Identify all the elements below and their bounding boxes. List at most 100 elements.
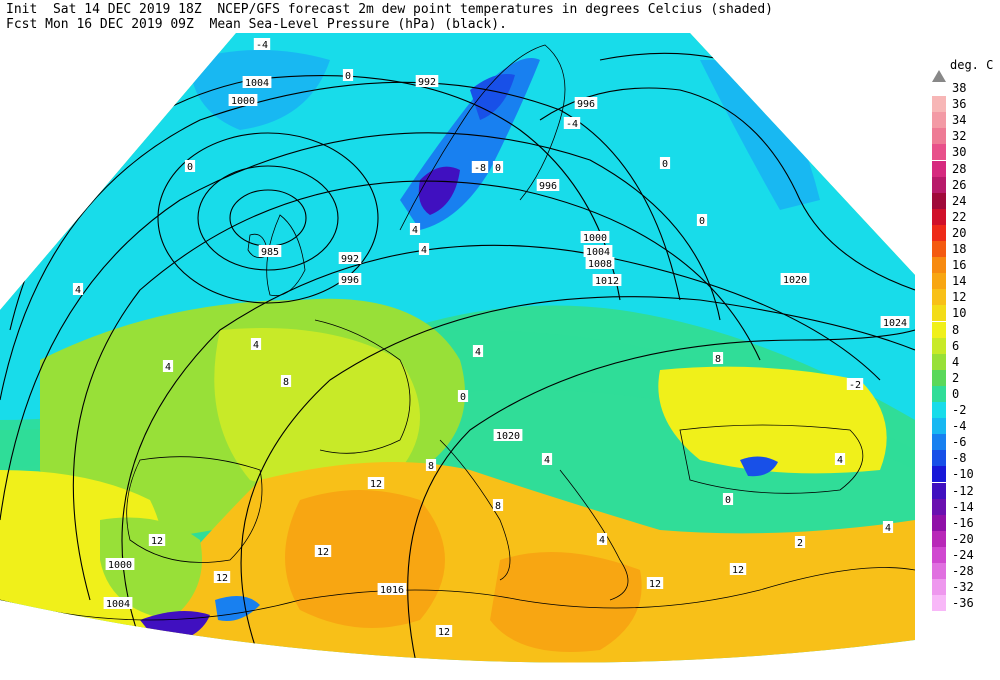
legend-entry: -2	[928, 402, 1000, 418]
legend-label: 4	[952, 354, 960, 369]
legend-swatch	[932, 176, 946, 193]
legend-swatch	[932, 224, 946, 241]
dewpoint-contour-label: -8	[471, 161, 489, 174]
legend-swatch	[932, 192, 946, 209]
legend-swatch	[932, 498, 946, 515]
legend-label: -14	[952, 499, 974, 514]
legend-swatch	[932, 385, 946, 402]
chart-subtitle: Fcst Mon 16 DEC 2019 09Z Mean Sea-Level …	[6, 17, 507, 32]
svg-text:992: 992	[418, 77, 436, 88]
dewpoint-contour-label: 12	[367, 477, 385, 490]
legend-label: 16	[952, 258, 967, 273]
dewpoint-contour-label: 2	[794, 536, 806, 549]
legend-swatch	[932, 289, 946, 306]
dewpoint-contour-label: 0	[492, 161, 504, 174]
dewpoint-contour-label: -4	[563, 117, 581, 130]
legend-entry: 36	[928, 96, 1000, 113]
dewpoint-contour-label: 0	[722, 493, 734, 506]
svg-text:8: 8	[283, 377, 289, 388]
svg-text:0: 0	[187, 162, 193, 173]
svg-text:1008: 1008	[588, 259, 612, 270]
dewpoint-contour-label: 4	[541, 453, 553, 466]
legend-label: -20	[952, 531, 974, 546]
legend-entry: 26	[928, 176, 1000, 193]
isobar-label: 1004	[103, 597, 133, 610]
svg-text:1000: 1000	[583, 233, 607, 244]
svg-text:4: 4	[885, 523, 891, 534]
dewpoint-contour-label: 4	[834, 453, 846, 466]
legend-entry: -6	[928, 434, 1000, 451]
svg-text:992: 992	[341, 254, 359, 265]
svg-text:0: 0	[725, 495, 731, 506]
legend-label: 6	[952, 338, 960, 353]
legend-label: 26	[952, 177, 967, 192]
legend-swatch	[932, 257, 946, 274]
svg-text:1004: 1004	[106, 599, 130, 610]
dewpoint-contour-label: 12	[435, 625, 453, 638]
isobar-label: 985	[258, 245, 282, 258]
svg-text:0: 0	[495, 163, 501, 174]
legend-entry: 34	[928, 112, 1000, 129]
isobar-label: 1016	[377, 583, 407, 596]
legend-swatch	[932, 546, 946, 563]
legend-entry: 0	[928, 385, 1000, 402]
contour-value-labels: -400-40-8 044044480448121212841212121248-…	[72, 38, 894, 638]
legend-entry: -16	[928, 514, 1000, 531]
svg-text:4: 4	[421, 245, 427, 256]
legend-label: 32	[952, 129, 967, 144]
legend-entry: 16	[928, 257, 1000, 274]
svg-text:8: 8	[428, 461, 434, 472]
isobar-label: 1012	[592, 274, 622, 287]
dewpoint-contour-label: 12	[646, 577, 664, 590]
legend-overflow-triangle-icon	[932, 70, 946, 82]
legend-label: 8	[952, 322, 960, 337]
svg-text:4: 4	[475, 347, 481, 358]
svg-text:1004: 1004	[586, 247, 610, 258]
legend-swatch	[932, 514, 946, 531]
legend-label: 24	[952, 193, 967, 208]
legend-swatch	[932, 434, 946, 451]
legend-entry: -12	[928, 482, 1000, 499]
dewpoint-contour-label: 0	[342, 69, 354, 82]
dewpoint-contour-label: 8	[280, 375, 292, 388]
dewpoint-contour-label: -2	[846, 378, 864, 391]
legend-swatch	[932, 418, 946, 435]
isobar-label: 1020	[780, 273, 810, 286]
dewpoint-contour-label: 4	[250, 338, 262, 351]
legend-entry: 24	[928, 192, 1000, 209]
svg-text:12: 12	[317, 547, 329, 558]
legend-entry: -14	[928, 498, 1000, 515]
svg-text:8: 8	[715, 354, 721, 365]
dewpoint-map: 1004100099299699698599299610001004100810…	[0, 33, 915, 663]
legend-label: 28	[952, 161, 967, 176]
legend-entry: 38	[928, 80, 1000, 96]
legend-label: 12	[952, 290, 967, 305]
isobar-label: 1024	[880, 316, 910, 329]
svg-text:2: 2	[797, 538, 803, 549]
legend-label: -10	[952, 467, 974, 482]
svg-text:12: 12	[438, 627, 450, 638]
legend-label: -36	[952, 596, 974, 611]
legend-swatch	[932, 595, 946, 612]
legend-label: -16	[952, 515, 974, 530]
legend-swatch	[932, 530, 946, 547]
isobar-label: 1000	[228, 94, 258, 107]
svg-text:4: 4	[165, 362, 171, 373]
svg-text:1020: 1020	[783, 275, 807, 286]
legend-swatch	[932, 353, 946, 370]
dewpoint-contour-label: 8	[712, 352, 724, 365]
svg-text:-4: -4	[566, 119, 578, 130]
dewpoint-contour-label: 8	[425, 459, 437, 472]
dewpoint-contour-label: 4	[882, 521, 894, 534]
svg-text:8: 8	[495, 501, 501, 512]
legend-entry: 14	[928, 273, 1000, 290]
dewpoint-contour-label: 4	[72, 283, 84, 296]
legend-swatch	[932, 579, 946, 596]
legend-swatch	[932, 160, 946, 177]
legend-swatch	[932, 563, 946, 579]
legend-entry: 18	[928, 241, 1000, 257]
isobar-label: 992	[415, 75, 439, 88]
svg-text:0: 0	[662, 159, 668, 170]
svg-text:12: 12	[151, 536, 163, 547]
svg-text:-8: -8	[474, 163, 486, 174]
